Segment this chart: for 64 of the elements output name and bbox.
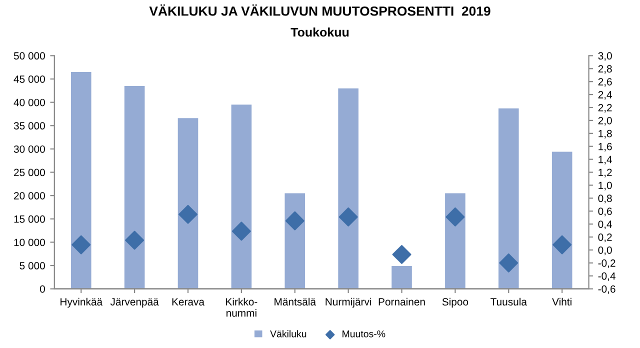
- y2-tick-label: 1,4: [598, 156, 612, 164]
- point: [285, 211, 304, 230]
- x-tick-label: Mäntsälä: [274, 298, 316, 306]
- y-tick-label: 20 000: [14, 192, 45, 200]
- y2-tick-label: 0,2: [598, 234, 612, 242]
- y2-tick-label: 2,8: [598, 65, 612, 74]
- point: [125, 230, 144, 250]
- x-tick-label: Pornainen: [378, 298, 425, 306]
- y2-tick-label: 2,2: [598, 104, 612, 113]
- point: [232, 222, 251, 241]
- point: [338, 207, 358, 226]
- x-tick-label: Nurmijärvi: [326, 298, 372, 308]
- y-tick-label: 30 000: [14, 145, 45, 153]
- point: [499, 253, 518, 272]
- x-tick-label: Sipoo: [442, 298, 468, 308]
- y2-tick-label: 2,6: [598, 78, 612, 87]
- legend-label: Muutos-%: [342, 330, 386, 338]
- y2-tick-label: 0,0: [598, 246, 612, 256]
- y2-tick-label: 1,6: [598, 142, 612, 152]
- x-tick-label: Kerava: [172, 298, 205, 306]
- chart-subtitle: Toukokuu: [290, 27, 349, 37]
- legend-label: Väkiluku: [270, 330, 306, 338]
- x-tick-label: Kirkko- nummi: [226, 298, 258, 317]
- x-tick-label: Hyvinkää: [60, 298, 103, 308]
- bar: [284, 193, 306, 289]
- x-tick-label: Tuusula: [490, 298, 527, 306]
- y2-tick-label: 2,4: [598, 91, 612, 100]
- bar: [231, 104, 252, 289]
- y-tick-label: 45 000: [14, 75, 45, 83]
- y-tick-label: 0: [40, 285, 45, 293]
- y2-tick-label: 3,0: [598, 52, 612, 61]
- x-tick-label: Järvenpää: [110, 298, 159, 308]
- bar: [392, 266, 412, 289]
- y2-tick-label: 0,6: [598, 208, 612, 216]
- chart-title: VÄKILUKU JA VÄKILUVUN MUUTOSPROSENTTI 2019: [149, 4, 490, 16]
- point: [552, 235, 572, 254]
- point: [178, 204, 198, 224]
- y-tick-label: 25 000: [14, 168, 45, 176]
- point: [72, 235, 91, 254]
- y2-tick-label: 1,8: [598, 130, 612, 139]
- bar: [70, 72, 92, 289]
- y2-tick-label: 2,0: [598, 116, 612, 126]
- bar: [445, 193, 466, 289]
- y-tick-label: 5 000: [20, 262, 45, 270]
- bar: [178, 118, 198, 289]
- bar: [124, 86, 145, 289]
- y2-tick-label: 0,4: [598, 220, 612, 230]
- y2-tick-label: 0,8: [598, 194, 612, 204]
- y-tick-label: 50 000: [14, 52, 45, 60]
- y-tick-label: 40 000: [14, 98, 45, 106]
- point: [392, 245, 412, 264]
- y2-tick-label: -0,2: [598, 259, 616, 268]
- y2-tick-label: 1,2: [598, 168, 612, 178]
- y2-tick-label: 1,0: [598, 182, 612, 190]
- bar: [498, 108, 519, 289]
- y2-tick-label: -0,6: [598, 285, 616, 294]
- x-tick-label: Vihti: [552, 298, 572, 306]
- y-tick-label: 15 000: [14, 215, 45, 223]
- y-tick-label: 10 000: [14, 238, 45, 246]
- bar: [552, 152, 572, 289]
- point: [446, 207, 465, 226]
- y2-tick-label: -0,4: [598, 272, 616, 281]
- y-tick-label: 35 000: [14, 122, 45, 130]
- bar: [338, 88, 358, 289]
